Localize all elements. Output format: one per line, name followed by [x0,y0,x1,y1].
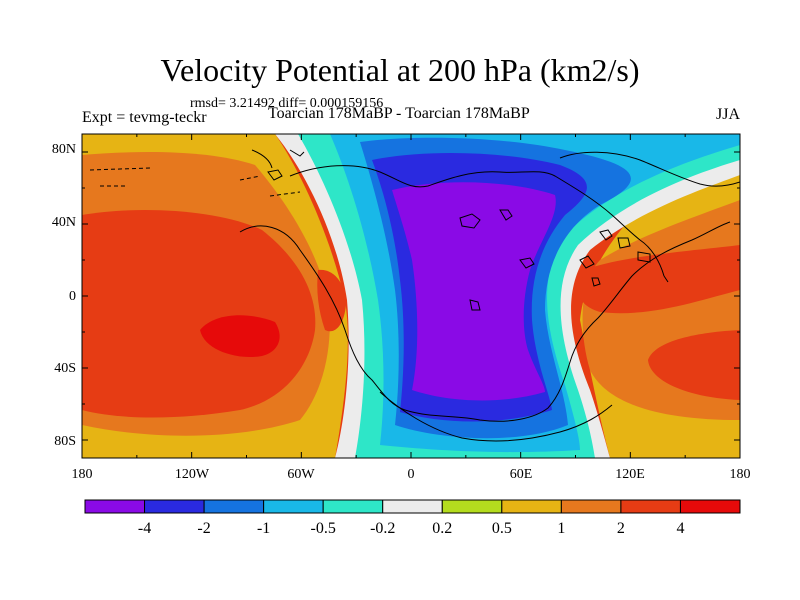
field-left-4-east [317,269,346,332]
lon-label-180e: 180 [730,467,751,482]
field-left-2 [82,210,316,418]
coastline-north [289,165,641,241]
lat-label-40s: 40S [54,361,76,376]
colorbar-label: 1 [557,520,565,537]
field-right-2 [578,245,740,314]
lon-label-120w: 120W [175,467,210,482]
latitude-labels: 80N 40N 0 40S 80S [52,142,76,449]
lon-label-60w: 60W [287,467,315,482]
colorbar-label: -1 [257,520,270,537]
lon-label-120e: 120E [615,467,645,482]
colorbar-swatch [501,499,562,514]
map-title: Velocity Potential at 200 hPa (km2/s) [160,52,640,88]
coastline-northwest-fragments [251,149,305,181]
colorbar-label: -0.5 [311,520,336,537]
colorbar-label: -2 [197,520,210,537]
coastline-east-coast [639,239,669,283]
lat-label-80n: 80N [52,142,76,157]
colorbar-swatch [441,499,503,514]
colorbar-labels: -4 -2 -1 -0.5 -0.2 0.2 0.5 1 2 4 [138,520,685,537]
coastline-tethys-islands [579,229,651,287]
field-center-neg-4 [392,182,556,401]
colorbar-swatch [322,499,384,514]
coastline-west-dashes [89,167,301,197]
colorbar-label: -0.2 [370,520,395,537]
colorbar-label: 0.5 [492,520,512,537]
colorbar-label: 0.2 [432,520,452,537]
colorbar-swatch [263,499,324,514]
coastline-pangaea [239,221,731,422]
field-left-4 [200,315,280,357]
lon-label-180w: 180 [72,467,93,482]
coastline-south [379,391,613,442]
case-info-label: Toarcian 178MaBP - Toarcian 178MaBP [268,105,530,122]
lat-label-80s: 80S [54,434,76,449]
experiment-label: Expt = tevmg-teckr [82,109,207,126]
colorbar-swatch [620,499,681,514]
lat-label-0: 0 [69,289,76,304]
colorbar-label: 4 [676,520,684,537]
colorbar [84,499,741,514]
colorbar-swatch [84,499,146,514]
axis-ticks [81,134,741,458]
longitude-labels: 180 120W 60W 0 60E 120E 180 [72,467,751,482]
lat-label-40n: 40N [52,215,76,230]
colorbar-swatch [679,499,741,514]
lon-label-0: 0 [408,467,415,482]
colorbar-label: 2 [617,520,625,537]
field-right-2-south [648,330,740,400]
colorbar-label: -4 [138,520,151,537]
rmsd-diff-stats: rmsd= 3.21492 diff= 0.000159156 [190,96,384,111]
coastlines [89,149,740,442]
coastline-interior-lakes [459,209,535,311]
contour-field [82,134,740,458]
colorbar-swatch [382,499,443,514]
colorbar-swatch [560,499,622,514]
colorbar-swatch [203,499,265,514]
season-label: JJA [716,106,741,123]
colorbar-swatch [144,499,205,514]
lon-label-60e: 60E [510,467,533,482]
coastline-northeast [559,151,740,187]
